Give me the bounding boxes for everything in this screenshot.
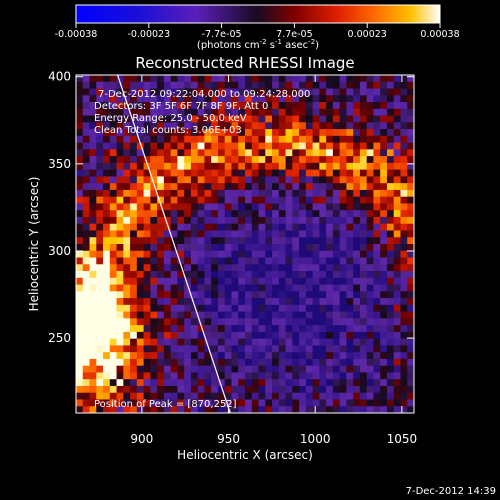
x-tick-label: 900 xyxy=(130,432,153,446)
colorbar-gradient xyxy=(75,4,441,24)
colorbar-tick-label: -7.7e-05 xyxy=(202,29,242,40)
plot-frame xyxy=(75,74,415,414)
y-axis-label: Heliocentric Y (arcsec) xyxy=(27,177,41,312)
colorbar-label: (photons cm-2 s-1 asec-2) xyxy=(197,38,319,51)
heatmap-cells xyxy=(76,75,414,413)
annotation-peak-position: Position of Peak = [870,252] xyxy=(94,399,237,410)
plot-timestamp: 7-Dec-2012 14:39 xyxy=(406,486,496,497)
y-tick-label: 250 xyxy=(48,331,71,345)
axis-ticks: 900 950 1000 1050 250 300 350 400 xyxy=(48,70,417,446)
heatmap-image xyxy=(76,75,414,413)
y-tick-label: 400 xyxy=(48,70,71,84)
colorbar-tick-label: -0.00023 xyxy=(127,29,170,40)
chart-title: Reconstructed RHESSI Image xyxy=(135,54,354,72)
x-axis-label: Heliocentric X (arcsec) xyxy=(177,448,313,462)
annotations: 7-Dec-2012 09:22:04.000 to 09:24:28.000 … xyxy=(94,89,310,410)
x-tick-label: 950 xyxy=(217,432,240,446)
annotation-clean-counts: Clean Total counts: 3.06E+03 xyxy=(94,125,242,136)
colorbar-tick-label: 0.00023 xyxy=(348,29,387,40)
colorbar-tick-label: -0.00038 xyxy=(55,29,98,40)
annotation-detectors: Detectors: 3F 5F 6F 7F 8F 9F, Att 0 xyxy=(94,101,268,112)
x-tick-label: 1000 xyxy=(300,432,331,446)
colorbar-tick-label: 7.7e-05 xyxy=(276,29,312,40)
annotation-time-range: 7-Dec-2012 09:22:04.000 to 09:24:28.000 xyxy=(98,89,310,100)
annotation-energy-range: Energy Range: 25.0 - 50.0 keV xyxy=(94,113,247,124)
colorbar-tick-label: 0.00038 xyxy=(420,29,459,40)
x-tick-label: 1050 xyxy=(387,432,418,446)
solar-limb-line xyxy=(117,75,231,413)
y-tick-label: 300 xyxy=(48,244,71,258)
y-tick-label: 350 xyxy=(48,157,71,171)
colorbar-ticks: -0.00038 -0.00023 -7.7e-05 7.7e-05 0.00023 0.… xyxy=(55,23,460,40)
colorbar: -0.00038 -0.00023 -7.7e-05 7.7e-05 0.00023 0.… xyxy=(55,4,460,51)
